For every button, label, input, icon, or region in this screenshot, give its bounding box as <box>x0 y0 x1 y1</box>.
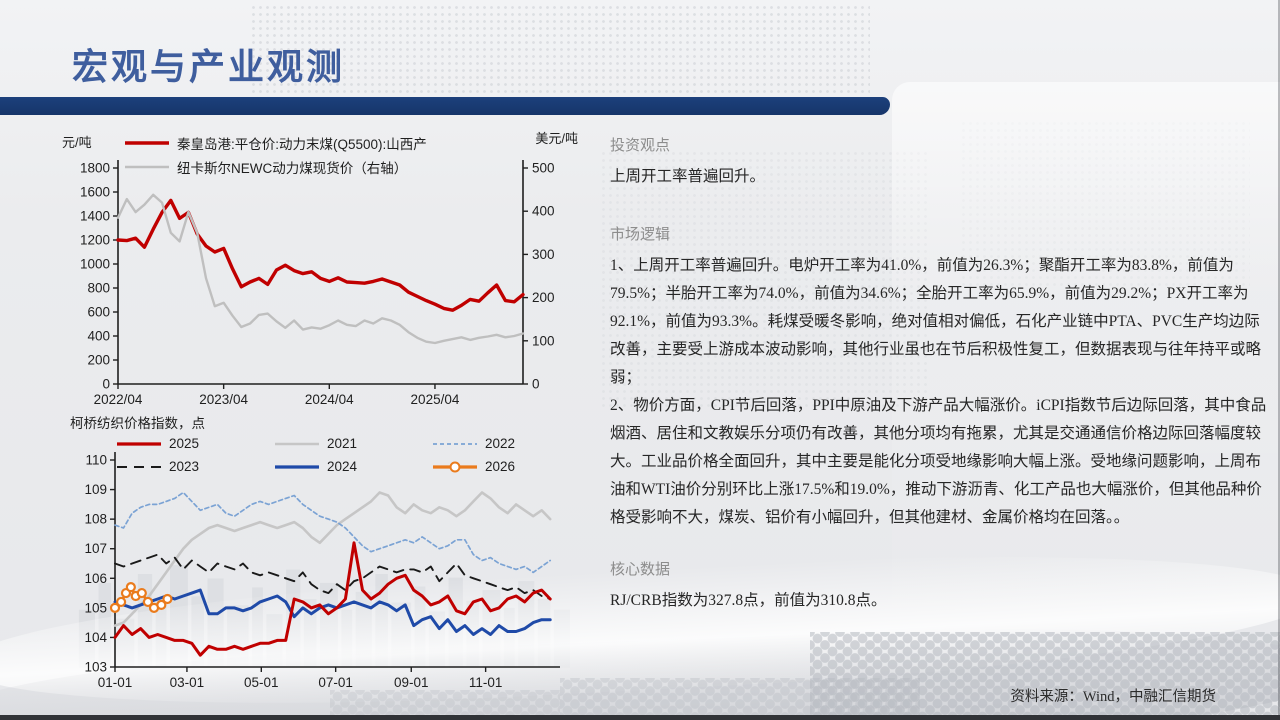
svg-text:07-01: 07-01 <box>318 675 353 690</box>
svg-text:300: 300 <box>532 247 555 262</box>
svg-text:100: 100 <box>532 333 555 348</box>
svg-text:05-01: 05-01 <box>244 675 279 690</box>
legend-line-swatch <box>117 441 161 446</box>
right-axis-unit-label: 美元/吨 <box>535 131 578 146</box>
market-logic-item-2: 2、物价方面，CPI节后回落，PPI中原油及下游产品大幅涨价。iCPI指数节后边… <box>610 397 1267 526</box>
svg-text:104: 104 <box>84 630 107 645</box>
investment-view-text: 上周开工率普遍回升。 <box>610 168 766 185</box>
textile-chart-title: 柯桥纺织价格指数，点 <box>70 416 205 431</box>
legend-line-swatch <box>433 442 477 445</box>
svg-text:1200: 1200 <box>80 233 110 248</box>
core-data-header: 核心数据 <box>610 562 671 578</box>
svg-text:0: 0 <box>102 377 110 392</box>
svg-text:500: 500 <box>532 161 555 176</box>
legend-item-纽卡斯尔NEWC动力煤现货价（右轴）: 纽卡斯尔NEWC动力煤现货价（右轴） <box>124 157 407 177</box>
legend-label: 2023 <box>169 459 200 474</box>
legend-item-2025: 2025 <box>116 436 274 451</box>
legend-label: 秦皇岛港:平仓价:动力末煤(Q5500):山西产 <box>177 137 427 152</box>
svg-text:1000: 1000 <box>80 257 110 272</box>
coal-price-chart-plot: 0 200 400 600 800 1000 1200 1400 1600 1800 0 100 200… <box>80 160 555 407</box>
svg-text:11-01: 11-01 <box>469 675 503 690</box>
market-logic-header: 市场逻辑 <box>610 227 671 243</box>
left-axis-unit-label: 元/吨 <box>62 135 92 150</box>
legend-item-2024: 2024 <box>274 459 432 474</box>
svg-text:2025/04: 2025/04 <box>411 392 460 407</box>
svg-text:1600: 1600 <box>80 185 110 200</box>
svg-text:1800: 1800 <box>80 161 110 176</box>
legend-label: 2021 <box>327 436 358 451</box>
svg-text:107: 107 <box>84 541 107 556</box>
market-logic-item-1: 1、上周开工率普遍回升。电炉开工率为41.0%，前值为26.3%；聚酯开工率为8… <box>610 257 1262 386</box>
textile-index-chart: 103 104 105 106 107 108 109 110 01-01 03-01 05-01 0… <box>58 412 580 714</box>
svg-text:2023/04: 2023/04 <box>199 392 248 407</box>
svg-text:01-01: 01-01 <box>98 675 133 690</box>
page-title: 宏观与产业观测 <box>72 46 346 88</box>
legend-item-2021: 2021 <box>274 436 432 451</box>
svg-text:103: 103 <box>84 660 107 675</box>
svg-text:200: 200 <box>87 353 110 368</box>
investment-view-header: 投资观点 <box>610 138 671 154</box>
legend-label: 2025 <box>169 436 200 451</box>
svg-text:400: 400 <box>87 329 110 344</box>
svg-text:03-01: 03-01 <box>170 675 205 690</box>
legend-line-swatch <box>125 141 169 145</box>
analysis-notes: 投资观点 上周开工率普遍回升。 市场逻辑 1、上周开工率普遍回升。电炉开工率为4… <box>610 134 1274 615</box>
legend-item-2026: 2026 <box>432 459 590 474</box>
svg-text:09-01: 09-01 <box>394 675 429 690</box>
svg-text:2022/04: 2022/04 <box>94 392 143 407</box>
svg-text:109: 109 <box>84 482 107 497</box>
legend-line-swatch <box>275 442 319 445</box>
legend-line-swatch <box>275 464 319 469</box>
svg-text:108: 108 <box>84 512 107 527</box>
legend-label: 纽卡斯尔NEWC动力煤现货价（右轴） <box>177 161 408 176</box>
svg-text:400: 400 <box>532 204 555 219</box>
legend-line-swatch <box>433 461 477 472</box>
svg-text:0: 0 <box>532 377 540 392</box>
svg-text:110: 110 <box>85 453 107 468</box>
legend-label: 2026 <box>485 459 516 474</box>
legend-line-swatch <box>125 165 169 169</box>
honeycomb-pattern <box>560 678 920 716</box>
legend-item-秦皇岛港:平仓价:动力末煤(Q5500):山西产: 秦皇岛港:平仓价:动力末煤(Q5500):山西产 <box>124 133 427 153</box>
core-data-text: RJ/CRB指数为327.8点，前值为310.8点。 <box>610 592 887 609</box>
svg-text:200: 200 <box>532 290 555 305</box>
legend-line-swatch <box>117 465 161 468</box>
header-divider-bar <box>0 97 890 115</box>
svg-text:800: 800 <box>87 281 110 296</box>
svg-text:1400: 1400 <box>80 209 110 224</box>
textile-index-chart-plot: 103 104 105 106 107 108 109 110 01-01 03-01 05-01 0… <box>84 452 560 690</box>
coal-chart-legend-row-2: 纽卡斯尔NEWC动力煤现货价（右轴） <box>124 157 407 177</box>
textile-chart-legend: 2025 2021 2022 2023 2024 2026 <box>116 436 590 474</box>
coal-price-chart: 0 200 400 600 800 1000 1200 1400 1600 1800 0 100 200… <box>58 126 580 412</box>
legend-label: 2024 <box>327 459 358 474</box>
legend-item-2023: 2023 <box>116 459 274 474</box>
data-source-note: 资料来源：Wind，中融汇信期货 <box>1010 689 1216 705</box>
slide-bottom-border <box>0 715 1280 720</box>
legend-item-2022: 2022 <box>432 436 590 451</box>
svg-text:600: 600 <box>87 305 110 320</box>
legend-label: 2022 <box>485 436 516 451</box>
svg-text:106: 106 <box>84 571 107 586</box>
coal-chart-legend-row-1: 秦皇岛港:平仓价:动力末煤(Q5500):山西产 <box>124 133 427 153</box>
svg-text:2024/04: 2024/04 <box>305 392 354 407</box>
svg-text:105: 105 <box>84 600 107 615</box>
